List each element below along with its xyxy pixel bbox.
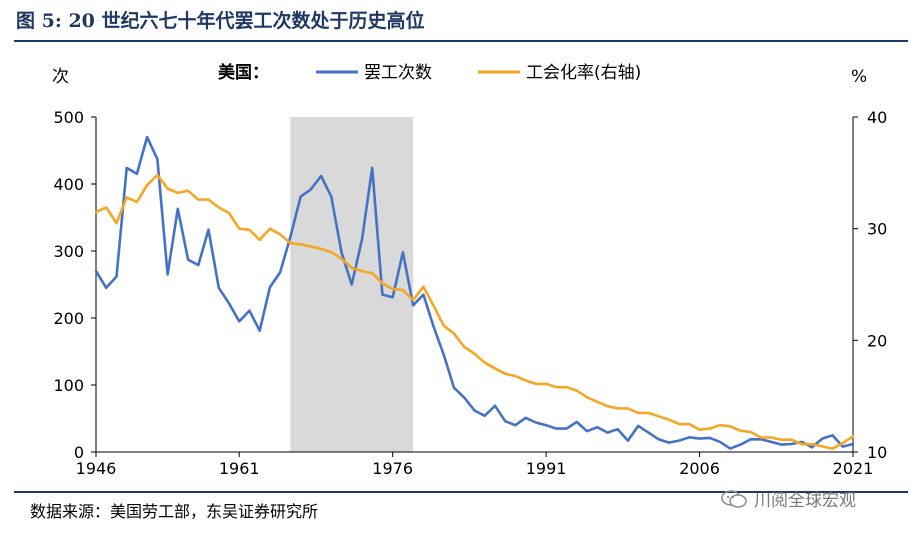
x-tick-label: 1976 xyxy=(372,459,413,478)
source-divider xyxy=(14,491,908,493)
legend-label-union-rate: 工会化率(右轴) xyxy=(526,63,641,83)
left-tick-label: 0 xyxy=(74,443,84,462)
x-tick-label: 2021 xyxy=(833,459,874,478)
right-tick-label: 40 xyxy=(867,108,887,127)
watermark: 川阅全球宏观 xyxy=(720,486,856,511)
legend-label-strikes: 罢工次数 xyxy=(364,63,432,83)
series-lines xyxy=(94,135,855,450)
figure-title: 图 5: 20 世纪六七十年代罢工次数处于历史高位 xyxy=(16,10,425,32)
legend: 美国： 罢工次数 工会化率(右轴) xyxy=(218,62,641,83)
x-tick-label: 1946 xyxy=(76,459,117,478)
right-tick-label: 20 xyxy=(867,331,887,350)
axes xyxy=(91,116,858,457)
wechat-icon xyxy=(721,489,747,508)
strikes-series-line xyxy=(94,135,855,450)
tick-labels: 0 100 200 300 400 500 10 20 30 40 1946 1961 1976 1991… xyxy=(53,108,887,478)
right-tick-label: 30 xyxy=(867,220,887,239)
union-rate-series-line xyxy=(94,173,855,450)
left-tick-label: 100 xyxy=(53,376,84,395)
title-divider xyxy=(14,40,908,42)
x-tick-label: 1991 xyxy=(526,459,567,478)
strikes-union-chart: 0 100 200 300 400 500 10 20 30 40 1946 1961 1976 1991… xyxy=(52,62,887,478)
watermark-text: 川阅全球宏观 xyxy=(754,491,856,511)
left-tick-label: 500 xyxy=(53,108,84,127)
legend-prefix: 美国： xyxy=(218,62,269,83)
right-axis-unit: % xyxy=(851,67,867,87)
left-axis-unit: 次 xyxy=(52,67,69,87)
x-tick-label: 2006 xyxy=(679,459,720,478)
source-note: 数据来源：美国劳工部，东吴证券研究所 xyxy=(30,502,319,521)
left-tick-label: 300 xyxy=(53,242,84,261)
right-tick-label: 10 xyxy=(867,443,887,462)
left-tick-label: 400 xyxy=(53,175,84,194)
left-tick-label: 200 xyxy=(53,309,84,328)
x-tick-label: 1961 xyxy=(219,459,260,478)
